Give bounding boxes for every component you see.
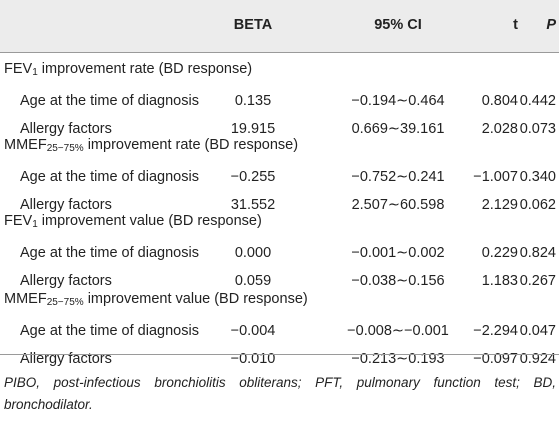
t-value: 1.183 [481, 273, 518, 289]
p-value: 0.062 [519, 197, 556, 213]
t-value: 2.129 [481, 197, 518, 213]
row-label: Age at the time of diagnosis [20, 323, 199, 339]
header-p: P [546, 17, 556, 33]
ci-value: −0.752∼0.241 [351, 169, 445, 185]
row-label: Allergy factors [20, 197, 112, 213]
p-value: 0.073 [519, 121, 556, 137]
t-value: 0.229 [481, 245, 518, 261]
section-title: FEV1 improvement rate (BD response) [4, 61, 253, 78]
t-value: −2.294 [473, 323, 518, 339]
p-value: 0.340 [519, 169, 556, 185]
beta-value: 0.000 [234, 245, 272, 261]
ci-value: 2.507∼60.598 [351, 197, 445, 213]
section-title: FEV1 improvement value (BD response) [4, 213, 262, 230]
p-value: 0.924 [519, 351, 556, 367]
row-label: Age at the time of diagnosis [20, 93, 199, 109]
t-value: 0.804 [481, 93, 518, 109]
ci-value: −0.213∼0.193 [351, 351, 445, 367]
header-ci: 95% CI [374, 17, 422, 33]
beta-value: 0.059 [234, 273, 272, 289]
t-value: −1.007 [473, 169, 518, 185]
p-value: 0.047 [519, 323, 556, 339]
p-value: 0.824 [519, 245, 556, 261]
ci-value: −0.001∼0.002 [351, 245, 445, 261]
row-label: Allergy factors [20, 273, 112, 289]
t-value: 2.028 [481, 121, 518, 137]
ci-value: −0.194∼0.464 [351, 93, 445, 109]
p-value: 0.267 [519, 273, 556, 289]
bottom-rule [0, 354, 559, 355]
row-label: Age at the time of diagnosis [20, 169, 199, 185]
beta-value: −0.004 [230, 323, 276, 339]
header-band [0, 0, 559, 52]
row-label: Age at the time of diagnosis [20, 245, 199, 261]
beta-value: −0.255 [230, 169, 276, 185]
ci-value: −0.008∼−0.001 [347, 323, 449, 339]
row-label: Allergy factors [20, 121, 112, 137]
table-footnote: PIBO, post-infectious bronchiolitis obli… [4, 375, 556, 412]
t-value: −0.097 [473, 351, 518, 367]
p-value: 0.442 [519, 93, 556, 109]
header-rule [0, 52, 559, 53]
beta-value: 19.915 [230, 121, 276, 137]
section-title: MMEF25−75% improvement rate (BD response… [4, 137, 299, 154]
header-beta: BETA [233, 17, 273, 33]
beta-value: −0.010 [230, 351, 276, 367]
ci-value: −0.038∼0.156 [351, 273, 445, 289]
beta-value: 0.135 [234, 93, 272, 109]
section-title: MMEF25−75% improvement value (BD respons… [4, 291, 308, 308]
row-label: Allergy factors [20, 351, 112, 367]
beta-value: 31.552 [230, 197, 276, 213]
ci-value: 0.669∼39.161 [351, 121, 445, 137]
header-t: t [513, 17, 518, 33]
